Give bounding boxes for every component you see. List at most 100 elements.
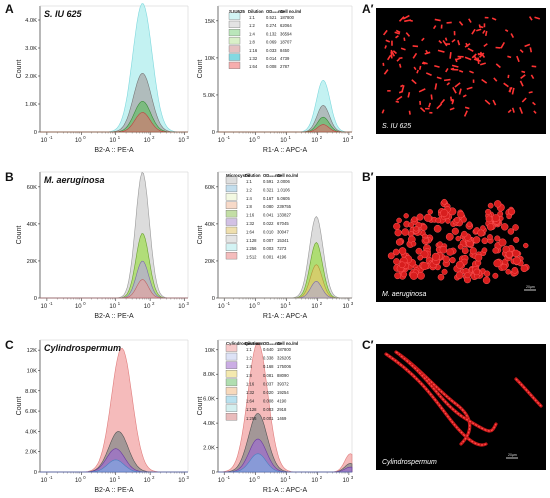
cyanobacterial-cell: [398, 247, 407, 255]
x-tick-exponent: 2: [320, 475, 323, 480]
legend-cells: 39372: [277, 381, 289, 386]
legend-od: 0.081: [263, 373, 274, 378]
bacterial-cell: [444, 37, 448, 41]
x-tick-exponent: 3: [351, 135, 354, 140]
y-tick-label: 40K: [205, 222, 215, 228]
legend-header: Cell no./ml: [280, 9, 301, 14]
bacterial-cell: [442, 39, 448, 47]
x-tick-exponent: 1: [118, 475, 121, 480]
legend-cells: 1469: [277, 416, 287, 421]
legend-cells: 239755: [277, 204, 292, 209]
legend-cells: 62064: [280, 23, 292, 28]
x-tick-exponent: 0: [257, 475, 260, 480]
cyanobacterial-cell: [505, 268, 511, 275]
bacterial-cell: [411, 79, 417, 85]
legend-od: 0.003: [263, 246, 274, 251]
bacterial-cell: [484, 30, 488, 37]
micrograph-b: M. aeruginosa 20µm: [376, 176, 546, 302]
x-tick-exponent: 3: [351, 475, 354, 480]
legend-cells: 5.0605: [277, 196, 290, 201]
histogram-a-pe: 0 1.0K 2.0K 3.0K 4.0K Count 10 -1 10 0 10 1 10 2 10 3 B2…: [14, 0, 192, 156]
bacterial-cell: [394, 31, 400, 35]
legend-swatch: [225, 252, 238, 260]
bacterial-cell: [483, 23, 486, 28]
cyanobacterial-cell: [508, 208, 516, 216]
bacterial-cell: [425, 72, 432, 77]
cyanobacterial-cell: [485, 215, 493, 223]
bacterial-cell: [432, 25, 437, 30]
legend-cells: 8450: [280, 48, 290, 53]
bacterial-cell: [483, 43, 488, 47]
bacterial-cell: [466, 86, 473, 90]
legend-dilution: 1:8: [246, 373, 252, 378]
bacterial-cell: [400, 47, 406, 51]
x-tick-exponent: 1: [289, 475, 292, 480]
y-tick-label: 2.0K: [203, 446, 215, 452]
cyanobacterial-cell: [403, 213, 409, 219]
bacterial-cell: [511, 87, 515, 95]
bacterial-cell: [381, 109, 385, 114]
bacterial-cell: [452, 86, 457, 94]
legend-dilution: 1:64: [246, 229, 255, 234]
cyanobacterial-cell: [512, 224, 519, 231]
bacterial-cell: [482, 29, 486, 34]
cyanobacterial-cell: [398, 261, 406, 269]
bacterial-cell: [528, 91, 533, 94]
bacterial-cell: [438, 40, 443, 44]
y-tick-label: 8.0K: [25, 389, 37, 395]
cyanobacterial-cell: [439, 245, 448, 254]
bacterial-cell: [434, 18, 441, 22]
bacterial-cell: [464, 106, 470, 110]
cyanobacterial-cell: [393, 258, 400, 265]
x-tick-exponent: 2: [320, 135, 323, 140]
legend-od: 0.010: [263, 229, 274, 234]
cyanobacterial-cell: [431, 252, 440, 261]
cyanobacterial-cell: [483, 270, 491, 277]
legend-swatch: [225, 210, 238, 218]
bacterial-cell: [495, 63, 501, 69]
cyanobacterial-cell: [494, 200, 502, 208]
bacterial-cell: [493, 77, 498, 82]
bacterial-cell: [391, 40, 393, 46]
legend-od: 0.080: [263, 204, 274, 209]
cyanobacterial-cell: [520, 264, 528, 273]
x-tick-exponent: -1: [226, 135, 230, 140]
bacterial-cell: [504, 29, 509, 32]
legend-od: 0.168: [263, 364, 274, 369]
legend-od: 0.640: [263, 347, 274, 352]
y-axis-label: Count: [197, 226, 204, 245]
micro-label-c: C′: [362, 338, 374, 352]
cyanobacterial-cell: [482, 276, 491, 285]
histogram-series: [40, 171, 188, 299]
bacterial-cell: [451, 98, 454, 103]
legend-swatch: [225, 243, 238, 251]
bacterial-cell: [418, 88, 426, 93]
y-tick-label: 1.0K: [25, 102, 37, 108]
legend-swatch: [225, 361, 238, 369]
cyanobacterial-cell: [420, 261, 429, 271]
legend-swatch: [228, 29, 241, 37]
x-tick-label: 10: [75, 478, 82, 484]
bacterial-cell: [445, 68, 449, 73]
bacterial-cell: [387, 89, 391, 92]
x-tick-label: 10: [178, 304, 185, 310]
legend-swatch: [225, 370, 238, 378]
bacterial-cell: [484, 16, 489, 19]
x-tick-label: 10: [343, 478, 350, 484]
legend-dilution: 1:4: [249, 31, 255, 36]
legend-od: 0.521: [266, 15, 277, 20]
y-tick-label: 2.0K: [25, 450, 37, 456]
y-tick-label: 0: [212, 470, 215, 476]
cyanobacterial-cell: [485, 208, 492, 215]
legend-cells: 187800: [280, 15, 295, 20]
cyanobacterial-cell: [393, 222, 401, 230]
bacterial-cell: [436, 76, 442, 80]
x-tick-label: 10: [75, 138, 82, 144]
cyanobacterial-cell: [453, 216, 460, 223]
legend-od: 0.167: [263, 196, 274, 201]
x-axis-label: B2-A :: PE-A: [94, 147, 134, 154]
cyanobacterial-cell: [487, 234, 493, 240]
y-tick-label: 0: [212, 296, 215, 302]
x-axis-label: B2-A :: PE-A: [94, 487, 134, 494]
legend-od: 0.338: [263, 356, 274, 361]
